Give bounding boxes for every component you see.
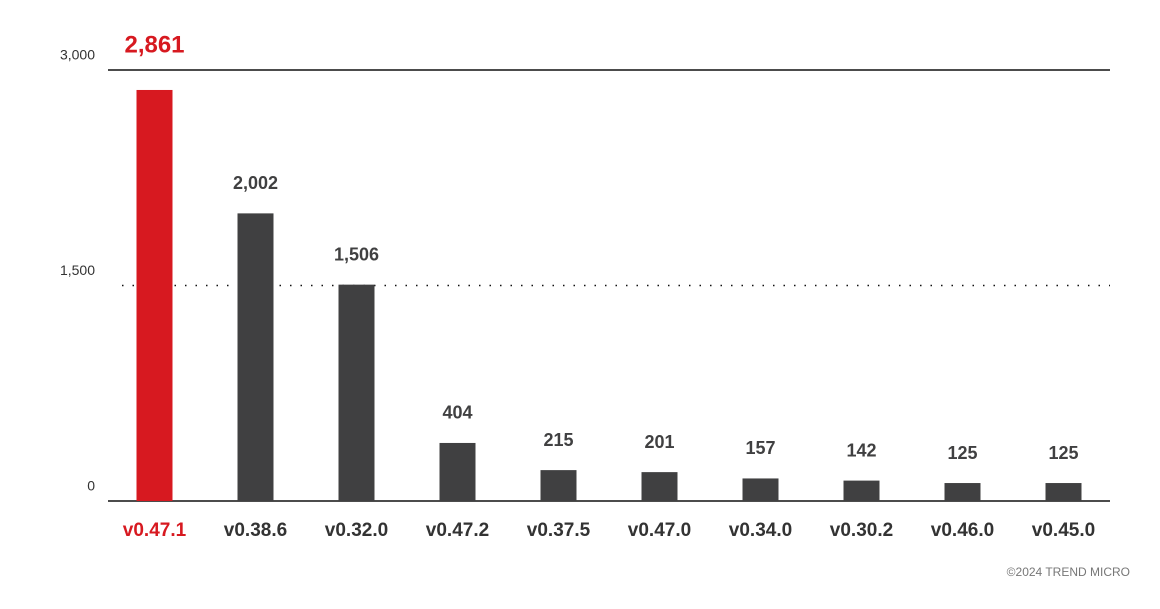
bar bbox=[439, 442, 476, 501]
bar bbox=[843, 480, 880, 501]
x-tick-label: v0.32.0 bbox=[325, 520, 388, 541]
y-tick-label: 3,000 bbox=[60, 47, 95, 63]
value-label: 201 bbox=[644, 432, 674, 452]
bar bbox=[944, 483, 981, 501]
x-tick-label: v0.37.5 bbox=[527, 520, 591, 541]
x-tick-label: v0.47.1 bbox=[123, 520, 187, 541]
x-tick-label: v0.30.2 bbox=[830, 520, 893, 541]
value-label: 142 bbox=[846, 440, 876, 460]
x-tick-label: v0.34.0 bbox=[729, 520, 792, 541]
credit: ©2024 TREND MICRO bbox=[1007, 565, 1130, 579]
bar bbox=[540, 470, 577, 501]
value-label: 125 bbox=[1048, 443, 1078, 463]
x-tick-label: v0.47.2 bbox=[426, 520, 489, 541]
value-label: 2,861 bbox=[124, 31, 184, 58]
x-tick-label: v0.45.0 bbox=[1032, 520, 1095, 541]
x-tick-label: v0.38.6 bbox=[224, 520, 287, 541]
value-label: 1,506 bbox=[334, 244, 379, 264]
bar bbox=[742, 478, 779, 501]
bar bbox=[136, 89, 173, 501]
bar bbox=[338, 284, 375, 501]
bar bbox=[1045, 483, 1082, 501]
y-tick-label: 0 bbox=[87, 478, 95, 494]
value-label: 125 bbox=[947, 443, 977, 463]
x-tick-label: v0.46.0 bbox=[931, 520, 994, 541]
x-tick-label: v0.47.0 bbox=[628, 520, 691, 541]
value-label: 404 bbox=[442, 403, 472, 423]
value-label: 2,002 bbox=[233, 173, 278, 193]
value-label: 157 bbox=[745, 438, 775, 458]
bar bbox=[641, 472, 678, 501]
y-tick-label: 1,500 bbox=[60, 262, 95, 278]
bar bbox=[237, 213, 274, 501]
value-label: 215 bbox=[543, 430, 573, 450]
